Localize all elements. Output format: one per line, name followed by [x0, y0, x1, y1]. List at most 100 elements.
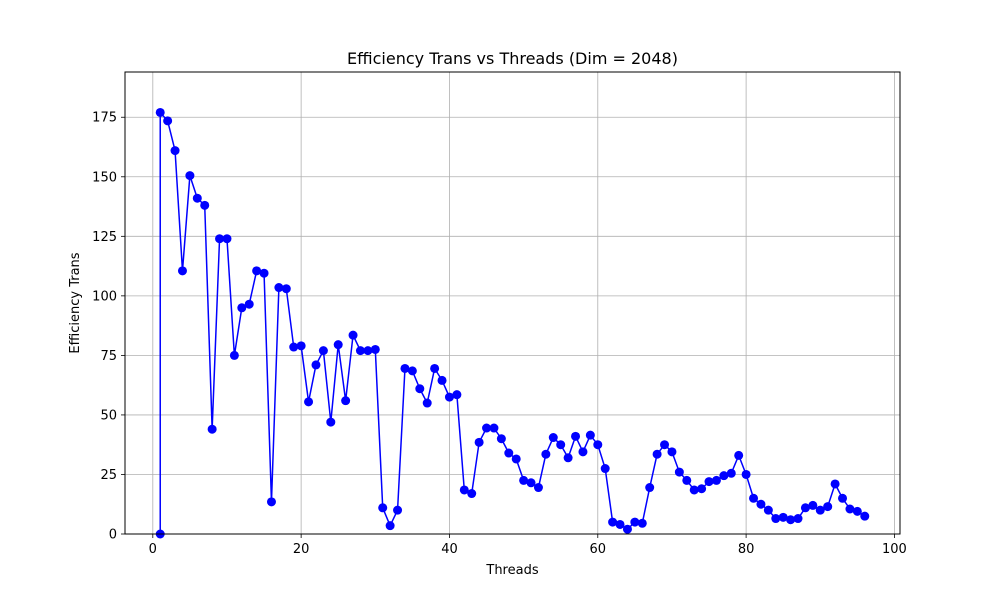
data-point [615, 519, 625, 529]
data-point [689, 485, 699, 495]
data-point [244, 299, 254, 309]
x-tick-label: 80 [738, 542, 755, 557]
data-point [741, 469, 751, 479]
data-point [155, 107, 165, 117]
data-point [192, 193, 202, 203]
data-point [407, 366, 417, 376]
data-point [504, 448, 514, 458]
data-point [289, 342, 299, 352]
data-point [304, 397, 314, 407]
data-point [252, 266, 262, 276]
data-point [771, 514, 781, 524]
y-tick-label: 150 [92, 170, 117, 185]
data-point [674, 467, 684, 477]
data-point [378, 503, 388, 513]
data-point [526, 478, 536, 488]
data-point [660, 440, 670, 450]
data-point [645, 483, 655, 493]
data-point [578, 447, 588, 457]
data-point [170, 146, 180, 156]
data-point [311, 360, 321, 370]
data-point [393, 505, 403, 515]
data-point [845, 504, 855, 514]
data-point [786, 515, 796, 525]
y-tick-label: 25 [100, 468, 117, 483]
data-point [571, 431, 581, 441]
y-tick-label: 100 [92, 289, 117, 304]
data-point [800, 503, 810, 513]
x-tick-label: 0 [149, 542, 157, 557]
data-point [422, 398, 432, 408]
data-point [823, 502, 833, 512]
data-point [511, 454, 521, 464]
data-point [652, 449, 662, 459]
y-tick-label: 75 [100, 349, 117, 364]
data-point [749, 493, 759, 503]
data-point [838, 493, 848, 503]
data-point [585, 430, 595, 440]
data-point [185, 171, 195, 181]
data-point [237, 303, 247, 313]
x-axis-label: Threads [485, 563, 538, 578]
data-point [556, 440, 566, 450]
data-point [474, 437, 484, 447]
data-point [437, 375, 447, 385]
y-tick-label: 0 [109, 528, 117, 543]
data-point [274, 283, 284, 293]
series-layer [155, 107, 870, 539]
data-point [756, 499, 766, 509]
data-point [177, 266, 187, 276]
axis-ticks: 0 20 40 60 80 100 0 25 50 75 100 125 150 175 [92, 111, 907, 557]
data-point [852, 506, 862, 516]
data-point [630, 517, 640, 527]
grid-lines [125, 72, 900, 535]
data-point [452, 390, 462, 400]
data-point [682, 475, 692, 485]
data-point [355, 346, 365, 356]
data-point [726, 468, 736, 478]
x-tick-label: 100 [882, 542, 907, 557]
data-point [734, 450, 744, 460]
data-point [541, 449, 551, 459]
data-point [333, 340, 343, 350]
data-point [259, 268, 269, 278]
data-point [622, 524, 632, 534]
data-point [207, 424, 217, 434]
data-point [385, 521, 395, 531]
y-axis-label: Efficiency Trans [68, 252, 83, 353]
data-point [637, 518, 647, 528]
data-point [430, 363, 440, 373]
data-point [163, 116, 173, 126]
data-point [496, 434, 506, 444]
data-point [593, 440, 603, 450]
data-point [808, 500, 818, 510]
data-point [296, 341, 306, 351]
data-point [200, 200, 210, 210]
data-point [548, 433, 558, 443]
data-point [667, 447, 677, 457]
data-point [326, 417, 336, 427]
plot-area-frame [124, 71, 901, 535]
data-point [778, 512, 788, 522]
x-tick-label: 40 [441, 542, 458, 557]
data-point [459, 485, 469, 495]
data-point [266, 497, 276, 507]
data-point [444, 392, 454, 402]
data-point [229, 350, 239, 360]
data-point [467, 489, 477, 499]
data-point [533, 483, 543, 493]
data-point [793, 514, 803, 524]
y-tick-label: 125 [92, 230, 117, 245]
data-point [860, 511, 870, 521]
y-tick-label: 175 [92, 111, 117, 126]
data-point [400, 363, 410, 373]
data-point [415, 384, 425, 394]
data-point [711, 475, 721, 485]
data-point [519, 475, 529, 485]
data-point [697, 484, 707, 494]
data-point [563, 453, 573, 463]
data-point [763, 505, 773, 515]
